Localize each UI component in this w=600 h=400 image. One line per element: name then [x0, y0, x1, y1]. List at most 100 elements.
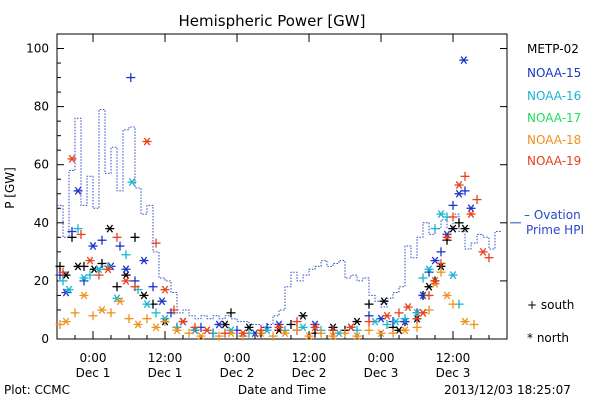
x-tick-date-label: Dec 1 [148, 366, 183, 380]
x-tick-date-label: Dec 2 [220, 366, 255, 380]
data-point [430, 276, 440, 285]
data-point [448, 212, 458, 222]
data-point [310, 323, 320, 332]
ovation-label-line1: – Ovation [524, 208, 581, 222]
data-point [94, 270, 104, 280]
data-point [139, 256, 149, 265]
data-point [106, 308, 116, 318]
data-point [466, 204, 476, 213]
data-point [391, 317, 401, 326]
data-point [124, 314, 134, 324]
data-point [214, 331, 224, 341]
point-stroke [347, 323, 355, 332]
data-point [115, 297, 125, 306]
data-point [286, 319, 296, 329]
point-stroke [106, 224, 114, 233]
data-point [469, 319, 479, 329]
data-point [484, 253, 494, 263]
data-point [67, 154, 77, 163]
data-point [202, 326, 212, 335]
legend-entry-noaa-19: NOAA-19 [527, 154, 582, 168]
data-point [418, 273, 428, 283]
ovation-line [57, 109, 521, 328]
point-stroke [140, 291, 148, 300]
data-point [121, 276, 131, 285]
data-point [58, 267, 68, 277]
data-point [139, 291, 149, 300]
data-point [478, 247, 488, 256]
data-point [352, 332, 362, 341]
data-point [85, 270, 95, 280]
data-point [376, 329, 386, 338]
plot-timestamp: 2013/12/03 18:25:07 [444, 383, 571, 397]
point-stroke [239, 329, 247, 338]
point-stroke [449, 224, 457, 233]
point-stroke [122, 265, 130, 274]
data-point [208, 328, 218, 338]
data-point [382, 319, 392, 329]
y-axis: 0 20 40 60 80 100 [26, 42, 507, 346]
y-tick-label: 40 [34, 216, 49, 230]
data-point [412, 314, 422, 324]
legend-entry-ovation: – Ovation Prime HPI [510, 208, 584, 238]
data-point [316, 328, 326, 338]
point-stroke [461, 224, 469, 233]
data-point [292, 325, 302, 335]
point-stroke [179, 317, 187, 326]
data-point [97, 235, 107, 245]
y-tick-label: 0 [41, 332, 49, 346]
data-point [268, 331, 278, 341]
data-point [328, 325, 338, 335]
point-stroke [80, 291, 88, 300]
point-stroke [140, 256, 148, 265]
data-point [436, 258, 446, 268]
point-stroke [419, 308, 427, 317]
data-point [178, 317, 188, 326]
data-point [169, 305, 179, 315]
legend-entry-noaa-16: NOAA-16 [527, 89, 582, 103]
x-tick-date-label: Dec 3 [364, 366, 399, 380]
data-point [196, 332, 206, 341]
data-point [226, 308, 236, 318]
point-stroke [305, 332, 313, 341]
data-point [112, 282, 122, 292]
point-stroke [227, 329, 235, 338]
point-stroke [353, 332, 361, 341]
data-point [472, 195, 482, 205]
data-point [220, 328, 230, 338]
point-stroke [215, 320, 223, 329]
data-point [442, 233, 452, 242]
data-point [292, 317, 302, 327]
point-stroke [113, 294, 121, 303]
data-point [142, 314, 152, 324]
data-point [403, 303, 413, 312]
x-tick-time-label: 0:00 [368, 351, 395, 365]
data-point [127, 178, 137, 187]
x-tick-time-label: 0:00 [80, 351, 107, 365]
data-points [55, 56, 494, 341]
point-stroke [431, 276, 439, 285]
data-point [460, 317, 470, 326]
point-stroke [377, 329, 385, 338]
point-stroke [299, 311, 307, 320]
point-stroke [143, 300, 151, 309]
data-point [151, 323, 161, 332]
point-stroke [467, 210, 475, 219]
point-stroke [90, 265, 98, 274]
data-point [79, 261, 89, 271]
legend-north-symbol: * north [527, 331, 570, 345]
data-point [364, 325, 374, 335]
data-point [160, 285, 170, 294]
data-point [103, 265, 113, 274]
data-point [121, 250, 131, 260]
point-stroke [392, 317, 400, 326]
point-stroke [221, 320, 229, 329]
point-stroke [122, 276, 130, 285]
point-stroke [65, 285, 73, 294]
point-stroke [281, 329, 289, 338]
point-stroke [245, 323, 253, 332]
data-point [238, 329, 248, 338]
point-stroke [116, 297, 124, 306]
point-stroke [197, 332, 205, 341]
